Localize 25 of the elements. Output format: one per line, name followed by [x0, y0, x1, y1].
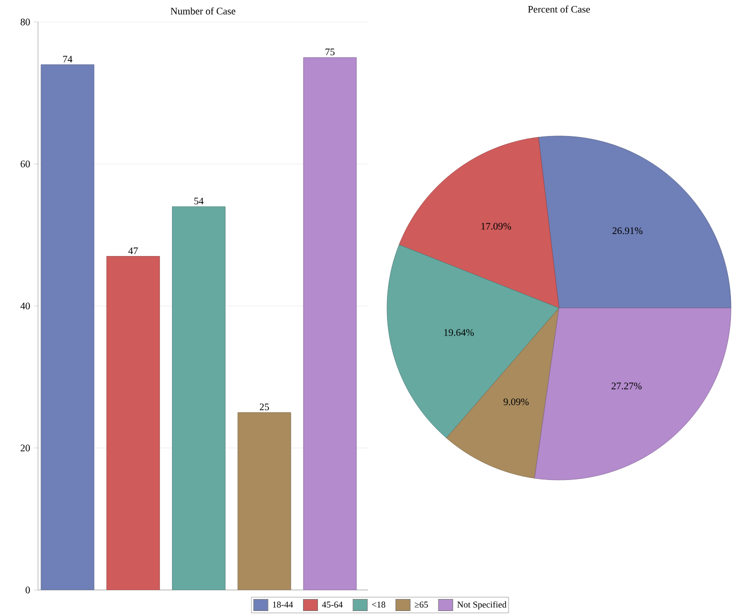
data-label: 26.91% [612, 227, 642, 234]
data-label: 17.09% [482, 222, 512, 230]
data-label: 47 [128, 248, 138, 254]
y-tick-label: 40 [20, 302, 30, 310]
chart-title: Number of Case [170, 7, 236, 14]
bar [172, 206, 226, 590]
legend-label: ≥65 [414, 602, 428, 608]
bar [106, 256, 160, 590]
data-label: 27.27% [612, 382, 642, 390]
y-tick-label: 80 [20, 18, 30, 26]
y-tick-label: 20 [20, 444, 30, 452]
legend-label: 18-44 [272, 602, 293, 608]
data-label: 54 [194, 198, 204, 204]
data-label: 74 [63, 56, 72, 62]
legend-label: 45-64 [322, 602, 343, 608]
data-label: 9.09% [504, 398, 529, 406]
data-label: 25 [260, 404, 269, 410]
chart-title: Percent of Case [528, 6, 590, 13]
legend-label: <18 [372, 602, 386, 608]
data-label: 19.64% [444, 329, 474, 336]
legend-label: Not Specified [457, 601, 506, 610]
y-tick-label: 60 [20, 160, 30, 168]
bar [303, 57, 357, 590]
data-label: 75 [326, 48, 335, 56]
y-tick-label: 0 [26, 586, 30, 594]
